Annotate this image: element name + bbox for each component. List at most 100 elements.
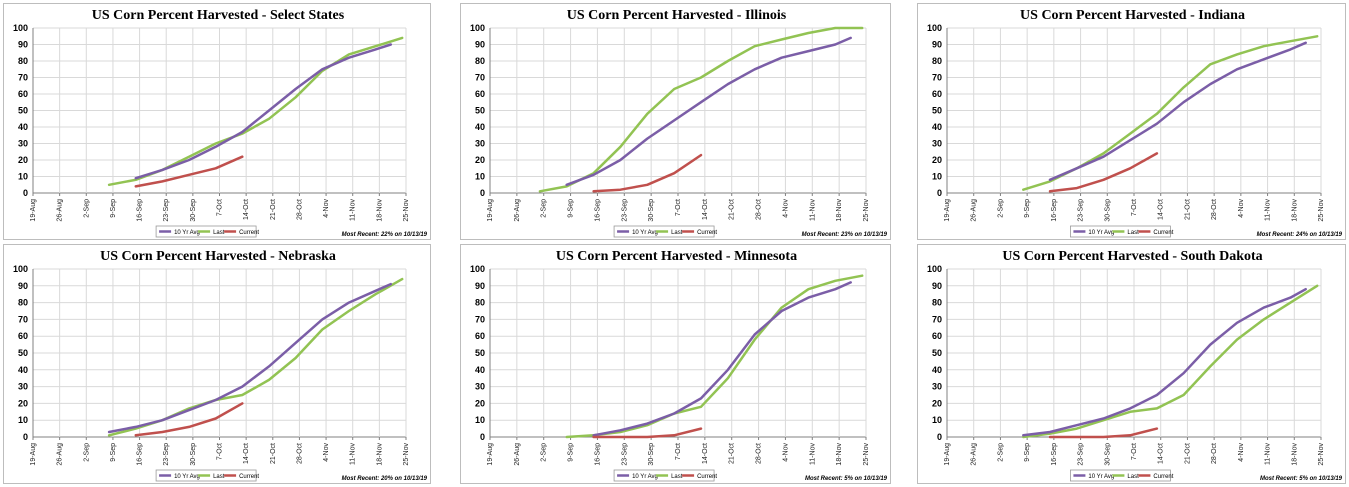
legend-label-avg: 10 Yr Avg	[174, 474, 200, 480]
data-point	[673, 412, 675, 415]
data-point	[188, 426, 190, 428]
legend-label-last: Last	[213, 230, 225, 236]
data-point	[1236, 53, 1238, 56]
data-point	[1102, 152, 1105, 155]
y-tick-label: 60	[475, 331, 485, 341]
legend-label-last: Last	[671, 230, 683, 236]
data-point	[161, 419, 164, 421]
data-point	[1049, 190, 1051, 193]
x-tick-label: 28-Oct	[296, 199, 303, 220]
data-point	[1289, 301, 1292, 304]
series-line-last	[1022, 284, 1319, 439]
data-point	[646, 113, 649, 115]
data-point	[1049, 436, 1051, 438]
x-tick-label: 16-Sep	[1051, 199, 1058, 222]
data-point	[592, 174, 595, 176]
x-tick-label: 11-Nov	[350, 199, 357, 222]
data-point	[321, 328, 324, 331]
x-tick-label: 14-Oct	[1158, 199, 1165, 220]
data-point	[834, 279, 837, 282]
series-line-10yr-avg	[1022, 287, 1307, 437]
chart-svg: US Corn Percent Harvested - Select State…	[13, 8, 428, 238]
data-point	[807, 32, 810, 34]
x-tick-label: 30-Sep	[190, 443, 197, 466]
data-point	[861, 27, 863, 29]
x-tick-label: 7-Oct	[217, 199, 224, 216]
y-tick-label: 60	[18, 331, 28, 341]
data-point	[1236, 321, 1238, 324]
chart-title: US Corn Percent Harvested - Indiana	[1020, 8, 1245, 23]
legend-label-avg: 10 Yr Avg	[174, 230, 200, 236]
x-tick-label: 16-Sep	[594, 199, 601, 222]
x-tick-label: 28-Oct	[1211, 443, 1218, 464]
data-point	[592, 436, 595, 438]
data-point	[700, 405, 702, 408]
data-point	[1129, 407, 1131, 410]
data-point	[1075, 187, 1078, 189]
data-point	[108, 434, 110, 437]
y-tick-label: 30	[475, 382, 485, 392]
data-point	[646, 422, 649, 425]
data-point	[753, 45, 756, 47]
chart-title: US Corn Percent Harvested - Nebraska	[100, 249, 336, 264]
data-point	[134, 426, 137, 428]
x-tick-label: 16-Sep	[137, 199, 144, 222]
data-point	[753, 338, 756, 341]
x-tick-label: 21-Oct	[270, 443, 277, 464]
data-point	[673, 172, 675, 174]
data-point	[780, 38, 783, 41]
y-tick-label: 10	[475, 415, 485, 425]
x-tick-label: 25-Nov	[1318, 199, 1325, 222]
x-tick-label: 26-Aug	[514, 443, 521, 466]
x-tick-label: 23-Sep	[1078, 199, 1085, 222]
x-tick-label: 26-Aug	[57, 199, 64, 222]
x-tick-label: 19-Aug	[30, 199, 37, 222]
y-tick-label: 0	[937, 188, 942, 198]
series-line-current	[592, 153, 703, 193]
series-line-last	[538, 26, 864, 193]
data-point	[1289, 40, 1292, 42]
x-tick-label: 28-Oct	[756, 199, 763, 220]
data-point	[565, 185, 568, 188]
data-point	[1156, 122, 1158, 125]
x-tick-label: 4-Nov	[782, 443, 789, 462]
data-point	[188, 409, 190, 411]
y-tick-label: 100	[927, 23, 942, 33]
y-tick-label: 20	[18, 398, 28, 408]
data-point	[753, 333, 756, 336]
data-point	[1316, 35, 1318, 38]
y-tick-label: 60	[475, 89, 485, 99]
data-point	[1182, 101, 1185, 104]
data-point	[700, 427, 702, 430]
x-tick-label: 7-Oct	[1131, 443, 1138, 460]
data-point	[753, 68, 756, 71]
x-tick-label: 23-Sep	[163, 443, 170, 466]
data-point	[780, 306, 783, 309]
y-tick-label: 0	[23, 432, 28, 442]
y-tick-label: 60	[932, 89, 942, 99]
data-point	[1304, 288, 1307, 290]
x-tick-label: 23-Sep	[163, 199, 170, 222]
x-tick-label: 30-Sep	[1104, 443, 1111, 466]
series-line-10yr-avg	[565, 36, 852, 187]
x-tick-label: 30-Sep	[648, 443, 655, 466]
data-point	[1075, 427, 1078, 430]
data-point	[834, 27, 837, 29]
data-point	[849, 281, 852, 284]
data-point	[1129, 139, 1131, 141]
data-point	[700, 101, 702, 104]
x-tick-label: 2-Sep	[541, 443, 548, 462]
data-point	[1289, 48, 1292, 51]
y-tick-label: 20	[932, 155, 942, 165]
data-point	[1156, 113, 1158, 115]
y-tick-label: 100	[470, 23, 485, 33]
x-tick-label: 11-Nov	[809, 199, 816, 222]
x-tick-label: 14-Oct	[702, 199, 709, 220]
data-point	[241, 131, 244, 133]
x-tick-label: 19-Aug	[487, 443, 494, 466]
legend-label-current: Current	[1153, 230, 1173, 236]
data-point	[188, 159, 190, 161]
x-tick-label: 25-Nov	[403, 199, 410, 222]
data-point	[214, 399, 217, 401]
chart-panel-illinois: US Corn Percent Harvested - Illinois 0 10 2…	[460, 3, 891, 240]
